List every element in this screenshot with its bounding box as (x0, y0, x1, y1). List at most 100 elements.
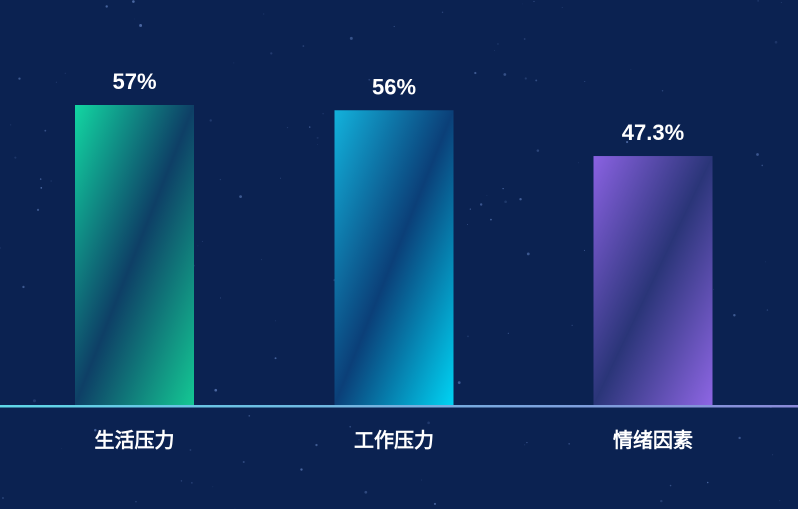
star (10, 124, 12, 126)
star (18, 77, 21, 80)
star (50, 180, 52, 182)
star (316, 136, 319, 139)
star (661, 90, 664, 92)
star (368, 78, 371, 81)
star (1, 496, 5, 500)
star (212, 486, 214, 488)
star (39, 178, 42, 180)
star (239, 195, 242, 198)
star (315, 443, 318, 447)
star (479, 203, 483, 206)
star (568, 443, 570, 445)
star (502, 187, 504, 190)
star (32, 399, 36, 403)
star (533, 0, 535, 3)
x-tick-label: 情绪因素 (613, 428, 693, 452)
star (44, 129, 47, 132)
star (421, 479, 422, 481)
star (274, 357, 277, 360)
star (660, 499, 663, 503)
star (757, 0, 759, 2)
star (523, 38, 526, 40)
star (105, 5, 108, 8)
star (316, 144, 318, 145)
star (469, 208, 471, 210)
star (248, 414, 251, 417)
star (197, 245, 199, 247)
star (526, 252, 530, 256)
star (561, 6, 563, 8)
star (571, 324, 573, 326)
star (765, 261, 767, 263)
star (309, 126, 311, 128)
star (302, 45, 305, 47)
star (761, 164, 764, 167)
x-tick-label: 工作压力 (354, 428, 434, 452)
star (219, 178, 222, 181)
star (139, 24, 143, 27)
star (486, 195, 488, 196)
star (733, 313, 736, 317)
star (467, 224, 468, 225)
star (772, 454, 774, 456)
star (22, 285, 25, 289)
star (519, 198, 522, 201)
star (738, 436, 741, 440)
star (669, 484, 672, 487)
star (40, 186, 43, 189)
star (263, 13, 265, 15)
star (504, 200, 507, 204)
star (300, 468, 303, 471)
star (349, 425, 352, 428)
star (189, 449, 192, 451)
star (234, 507, 236, 509)
star (584, 81, 586, 82)
star (427, 421, 430, 425)
star (780, 2, 782, 4)
bar-1 (75, 105, 194, 405)
star (393, 25, 395, 28)
star (0, 247, 1, 249)
star (14, 156, 17, 159)
star (132, 0, 135, 3)
star (626, 140, 629, 144)
star (191, 482, 193, 484)
data-label: 47.3% (622, 120, 684, 145)
star (779, 500, 781, 502)
star (209, 119, 212, 122)
star (630, 69, 632, 71)
star (583, 249, 586, 252)
star (64, 72, 66, 74)
star (201, 240, 203, 242)
star (134, 18, 135, 20)
star (220, 297, 221, 299)
data-label: 57% (112, 69, 156, 94)
star (774, 40, 778, 44)
star (766, 309, 769, 311)
star (474, 71, 477, 75)
star (94, 428, 97, 432)
star (503, 73, 507, 76)
star (233, 62, 235, 64)
star (467, 335, 469, 338)
star (507, 332, 509, 334)
star (490, 218, 492, 221)
star (242, 460, 245, 464)
data-label: 56% (372, 74, 416, 99)
star (441, 11, 444, 13)
star (214, 388, 218, 392)
star (457, 381, 461, 385)
star (433, 502, 437, 505)
star (358, 438, 360, 441)
x-axis-baseline (0, 405, 798, 408)
star (578, 162, 579, 164)
bar-2 (334, 110, 454, 406)
star (349, 36, 353, 40)
star (180, 480, 183, 482)
star (117, 84, 120, 86)
star (494, 50, 495, 52)
star (286, 126, 289, 129)
star (363, 443, 366, 446)
star (713, 288, 714, 290)
